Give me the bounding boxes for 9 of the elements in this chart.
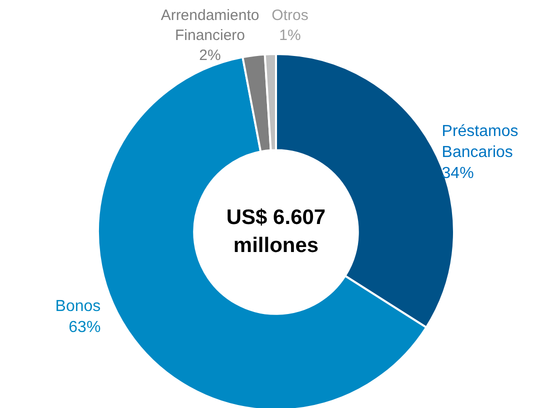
data-label: 1%: [279, 27, 301, 44]
data-label: 63%: [68, 318, 101, 336]
slice-label: Préstamos Bancarios: [442, 122, 518, 161]
slice-label: Arrendamiento Financiero: [160, 7, 260, 44]
data-label: 34%: [442, 164, 474, 182]
slice-label: Otros: [272, 7, 308, 24]
data-label: 2%: [199, 47, 221, 64]
text: US$ 6.607 millones: [226, 206, 326, 257]
slice-label: Bonos: [55, 298, 101, 315]
